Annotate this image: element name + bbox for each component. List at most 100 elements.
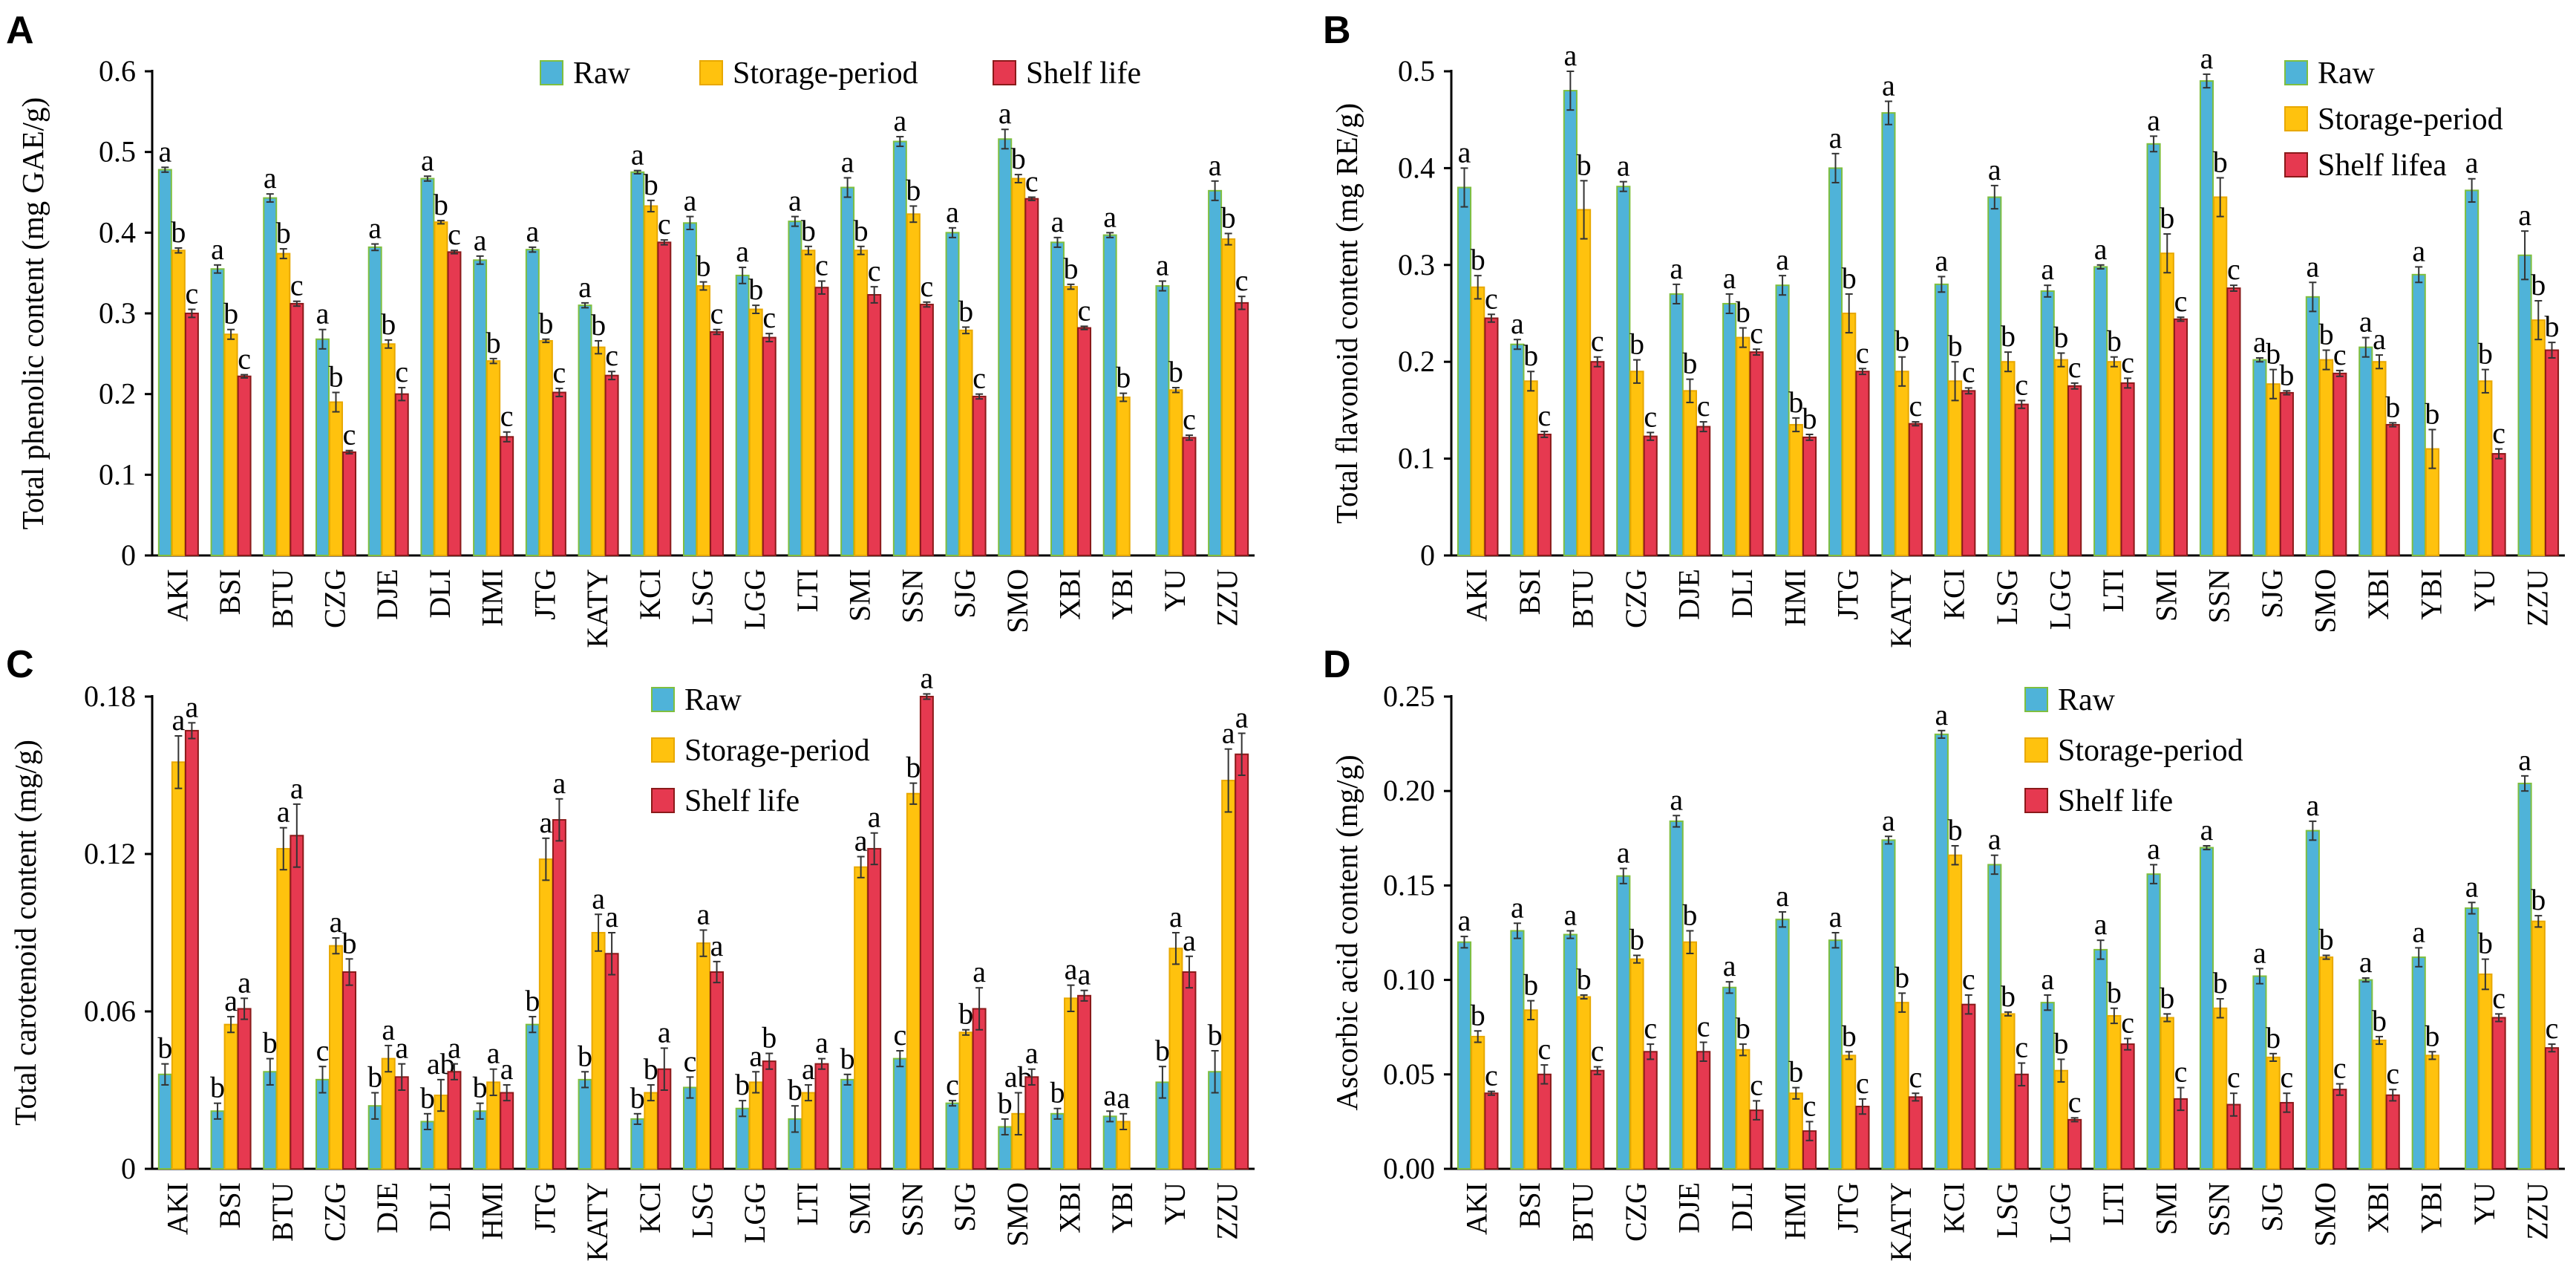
significance-letter: a: [368, 212, 382, 245]
bar: [1221, 238, 1236, 556]
significance-letter: a: [605, 900, 618, 933]
bar: [2333, 372, 2347, 556]
significance-letter: c: [815, 249, 828, 282]
y-tick-label: 0.06: [84, 994, 136, 1028]
bar: [473, 1110, 488, 1170]
bar: [1537, 1073, 1552, 1170]
significance-letter: a: [238, 965, 251, 999]
significance-letter: c: [2546, 1011, 2559, 1045]
bar: [552, 391, 566, 557]
significance-letter: c: [2015, 1031, 2028, 1064]
significance-letter: b: [473, 1071, 488, 1104]
x-tick-label: XBI: [2361, 1182, 2395, 1233]
significance-letter: a: [1103, 1078, 1117, 1112]
significance-letter: c: [1909, 389, 1922, 423]
bar: [1182, 971, 1197, 1170]
bar: [578, 1078, 592, 1170]
legend-swatch: [2024, 788, 2048, 813]
x-tick-label: LGG: [738, 569, 771, 630]
panel-letter: B: [1323, 9, 1351, 52]
significance-letter: a: [1617, 836, 1630, 870]
x-tick-label: KATY: [581, 1182, 614, 1262]
bar-group-bsi: abc BSI: [210, 232, 252, 615]
bar-group-lgg: abc LGG: [2040, 962, 2082, 1243]
bar: [2333, 1089, 2347, 1170]
bar: [1050, 1112, 1065, 1170]
significance-letter: a: [2373, 322, 2386, 356]
significance-letter: a: [382, 1013, 395, 1046]
bar: [1590, 1069, 1605, 1170]
bar: [500, 436, 514, 557]
significance-letter: b: [367, 1060, 382, 1094]
x-tick-label: LSG: [686, 1182, 719, 1239]
bar-group-czg: abc CZG: [315, 297, 357, 628]
bar: [434, 221, 448, 556]
bar: [801, 1092, 816, 1170]
significance-letter: b: [1208, 1018, 1223, 1052]
significance-letter: a: [2147, 103, 2160, 137]
significance-letter: c: [1856, 336, 1869, 369]
bar: [1577, 209, 1592, 556]
significance-letter: b: [1221, 200, 1236, 234]
bar: [591, 346, 606, 556]
x-tick-label: SMO: [1001, 1182, 1034, 1247]
bar-group-sjg: a b c SJG: [945, 195, 987, 619]
significance-letter: a: [802, 1052, 815, 1086]
bar: [1696, 426, 1711, 556]
bar-group-yu: b aa YU: [1155, 900, 1197, 1225]
bar: [1881, 839, 1896, 1170]
bar: [1116, 397, 1131, 556]
significance-letter: b: [2053, 320, 2068, 353]
significance-letter: b: [171, 215, 186, 249]
bar: [578, 304, 592, 556]
bar: [2517, 783, 2532, 1170]
bar: [814, 287, 829, 556]
significance-letter: a: [2253, 325, 2266, 359]
y-tick-label: 0.2: [99, 377, 136, 411]
significance-letter: c: [1591, 1034, 1604, 1068]
bar: [972, 395, 987, 557]
significance-letter: a: [946, 195, 959, 229]
bar: [1510, 343, 1525, 556]
significance-letter: c: [1644, 400, 1657, 433]
significance-letter: c: [2333, 338, 2347, 371]
bar-group-lsg: abc LSG: [682, 184, 725, 625]
bar-group-ssn: a b c SSN: [892, 104, 934, 623]
legend: Raw Storage-period Shelf lifea: [2284, 56, 2503, 183]
bar-group-hmi: a b c HMI: [473, 224, 514, 627]
bar: [1828, 939, 1843, 1170]
bar-group-xbi: b a a XBI: [1050, 953, 1092, 1233]
bar: [748, 1081, 763, 1170]
bar: [854, 866, 869, 1170]
legend-item-storage-period: Storage-period: [2024, 734, 2243, 768]
bar: [867, 847, 882, 1170]
significance-letter: c: [395, 355, 408, 388]
bar: [223, 1023, 238, 1170]
significance-letter: b: [1736, 296, 1750, 329]
significance-letter: a: [2518, 198, 2531, 232]
significance-letter: b: [2107, 976, 2122, 1009]
significance-letter: b: [2319, 318, 2334, 351]
significance-letter: a: [2518, 743, 2531, 777]
bar: [2411, 956, 2426, 1170]
bar: [2517, 254, 2532, 556]
bar: [892, 1057, 907, 1170]
bar-group-aki: b a a AKI: [157, 690, 199, 1235]
significance-letter: b: [1011, 142, 1026, 175]
significance-letter: a: [2041, 962, 2054, 996]
bar: [157, 1073, 172, 1170]
significance-letter: b: [958, 294, 973, 327]
x-tick-label: ZZU: [1211, 1182, 1244, 1240]
bar: [1537, 434, 1552, 556]
significance-letter: a: [290, 772, 304, 805]
bar: [682, 1086, 697, 1170]
bar: [2305, 296, 2320, 556]
x-tick-label: KATY: [1884, 1182, 1918, 1262]
bar: [2160, 1017, 2174, 1170]
legend-swatch: [651, 737, 675, 763]
bar: [1948, 854, 1963, 1170]
bar: [1842, 1054, 1857, 1170]
significance-letter: b: [696, 250, 711, 283]
significance-letter: a: [487, 1037, 500, 1070]
x-tick-label: YBI: [2414, 1182, 2448, 1233]
